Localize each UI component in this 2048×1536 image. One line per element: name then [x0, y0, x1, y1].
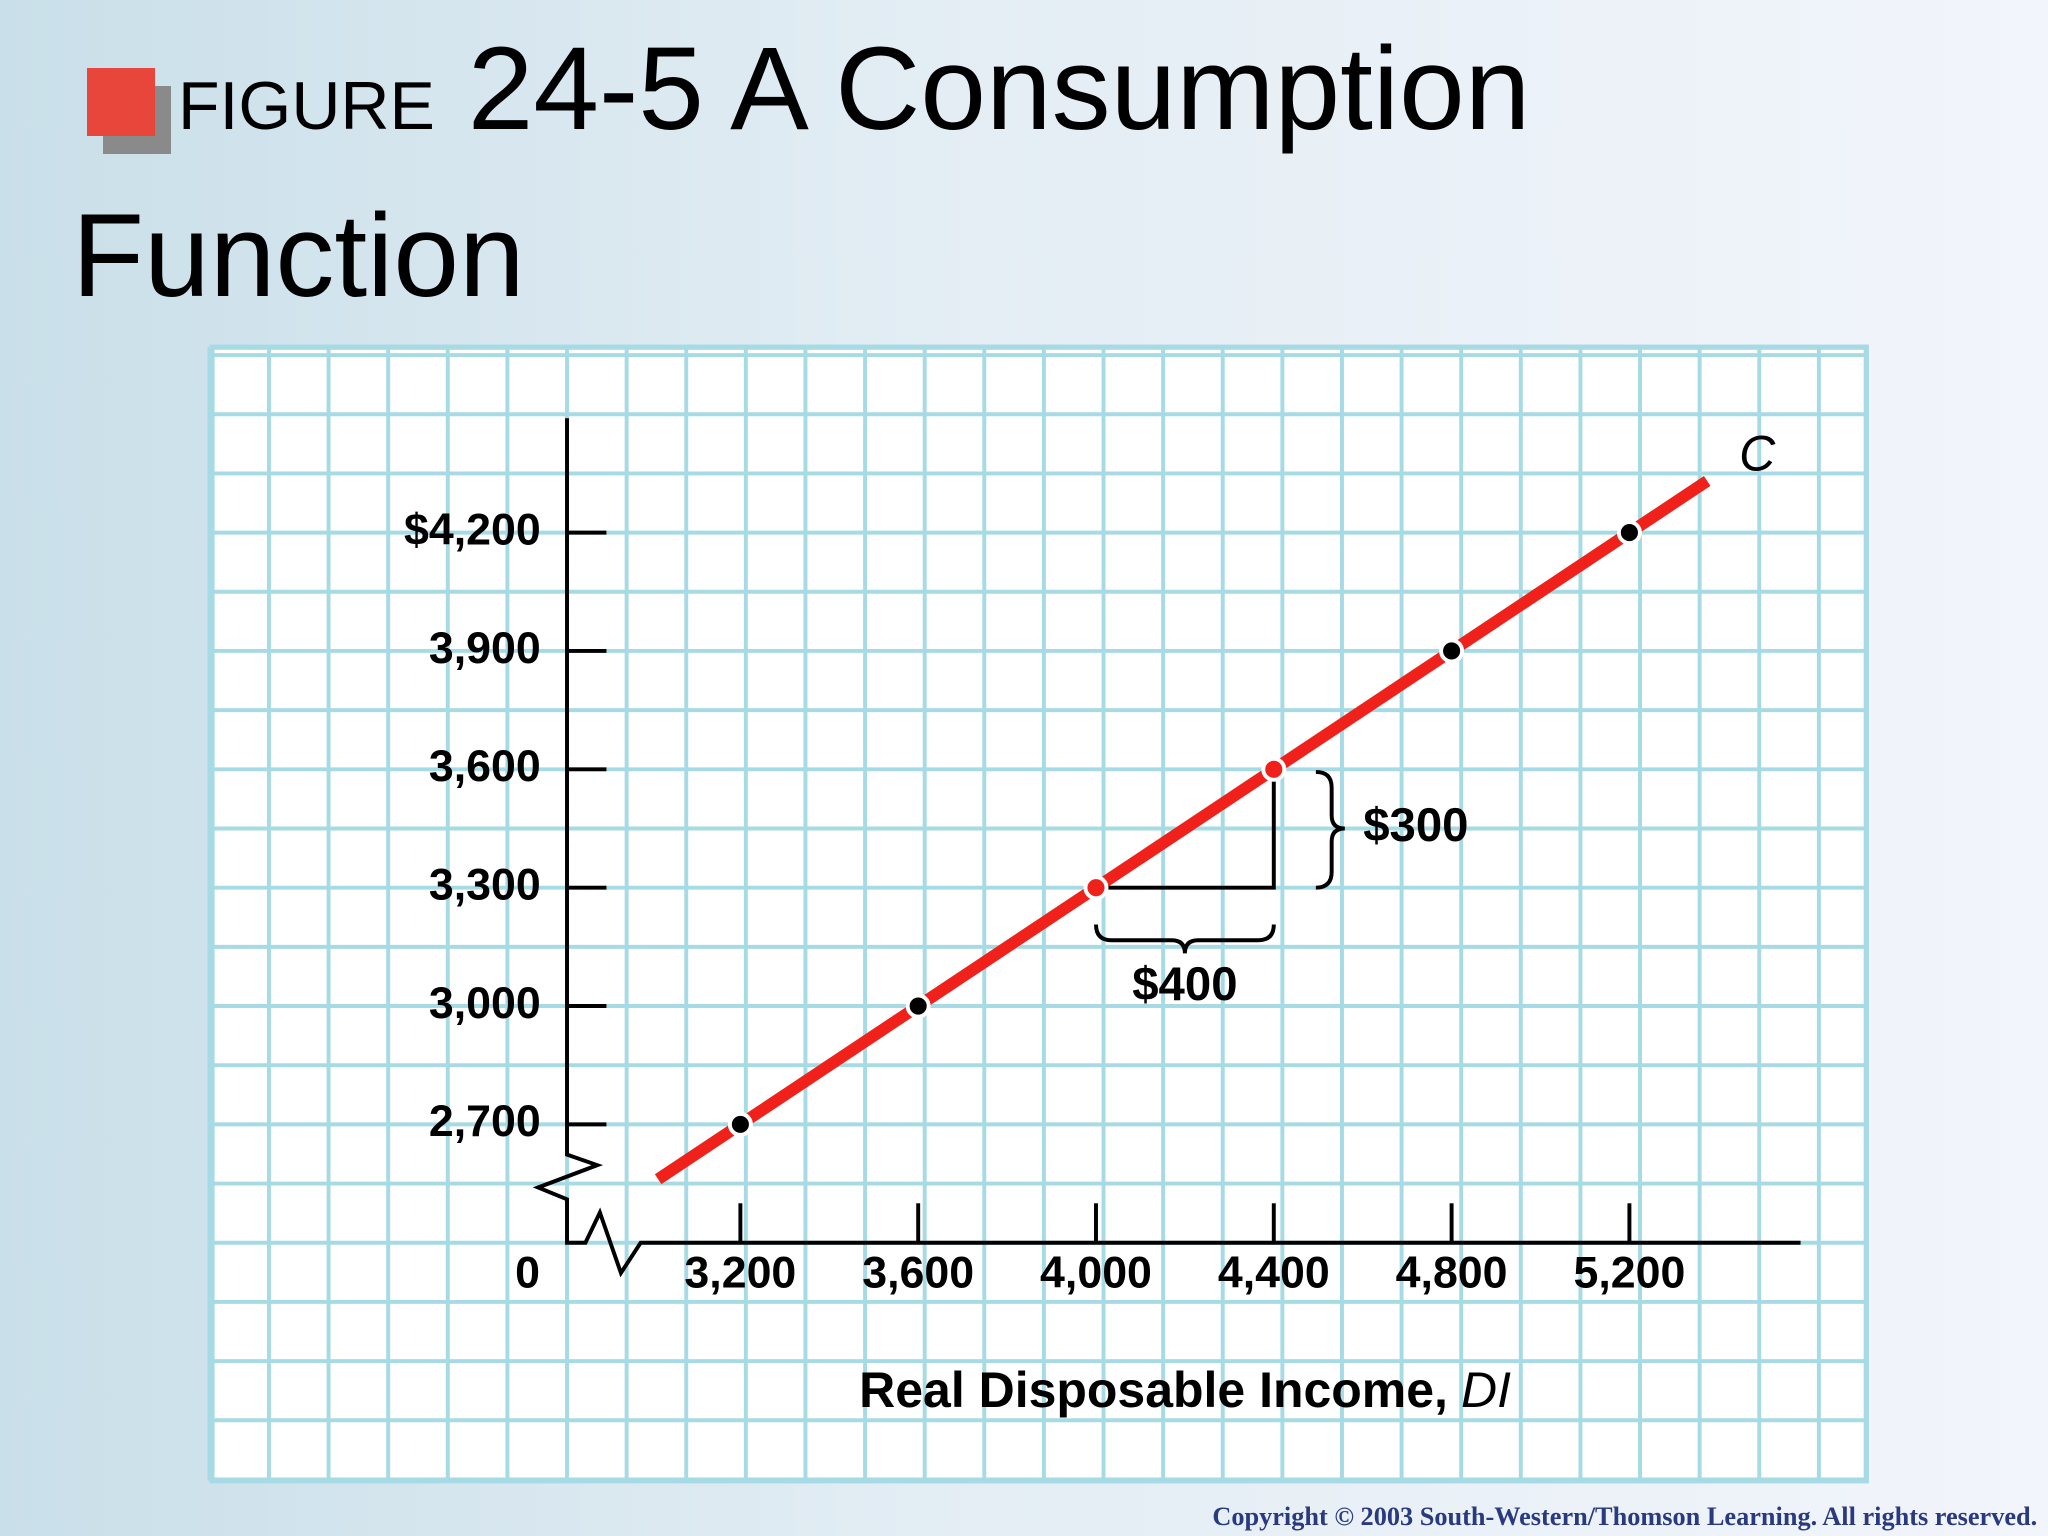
- y-tick-label: 3,000: [429, 979, 541, 1028]
- brace-horizontal: [1094, 924, 1276, 954]
- title-text: 24-5 A Consumption Function: [72, 23, 1531, 322]
- x-tick-label: 4,000: [1040, 1248, 1152, 1297]
- x-tick-label: 5,200: [1573, 1248, 1685, 1297]
- slide-title: FIGURE 24-5 A Consumption Function: [72, 14, 1832, 331]
- data-point: [1439, 638, 1465, 664]
- consumption-line: [654, 475, 1711, 1185]
- graph-paper: [211, 347, 1867, 1481]
- y-tick-label: 2,700: [429, 1097, 541, 1146]
- data-point: [905, 993, 931, 1019]
- slope-triangle: [1095, 769, 1276, 890]
- axes: [532, 418, 1801, 1278]
- x-axis-label-text: Real Disposable Income,: [859, 1362, 1448, 1418]
- data-point: [1261, 756, 1287, 782]
- y-tick-label: 3,900: [429, 624, 541, 673]
- y-tick-label: 3,300: [429, 860, 541, 909]
- copyright: Copyright © 2003 South-Western/Thomson L…: [1212, 1502, 2037, 1531]
- y-tick-label: 3,600: [429, 742, 541, 791]
- line-label: C: [1739, 425, 1776, 481]
- data-point: [1616, 520, 1642, 546]
- title-prefix: FIGURE: [178, 68, 435, 144]
- annotation: $400: [1132, 958, 1237, 1011]
- annotation: $300: [1363, 799, 1468, 852]
- data-point: [727, 1111, 753, 1137]
- bullet-icon: [87, 68, 155, 136]
- x-axis-label: Real Disposable Income, DI: [859, 1362, 1511, 1418]
- origin-label: 0: [515, 1248, 540, 1297]
- x-tick-label: 4,400: [1218, 1248, 1330, 1297]
- x-axis-label-var: DI: [1461, 1362, 1511, 1418]
- x-tick-label: 4,800: [1396, 1248, 1508, 1297]
- x-tick-label: 3,200: [684, 1248, 796, 1297]
- y-tick-label: $4,200: [404, 505, 541, 554]
- data-point: [1083, 875, 1109, 901]
- x-tick-label: 3,600: [862, 1248, 974, 1297]
- paper-border: [209, 344, 1869, 1484]
